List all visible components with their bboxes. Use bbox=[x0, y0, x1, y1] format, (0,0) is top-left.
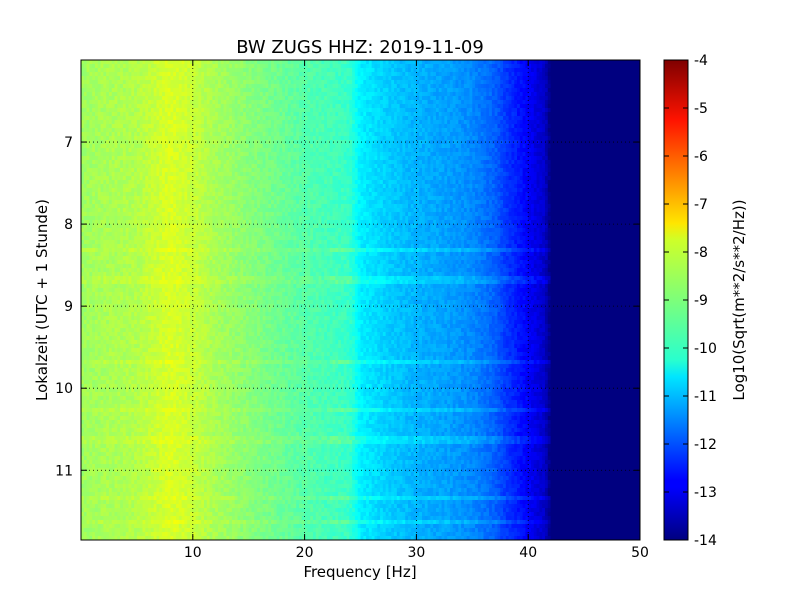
chart-title: BW ZUGS HHZ: 2019-11-09 bbox=[236, 37, 484, 58]
spectrogram-heatmap bbox=[81, 60, 641, 541]
